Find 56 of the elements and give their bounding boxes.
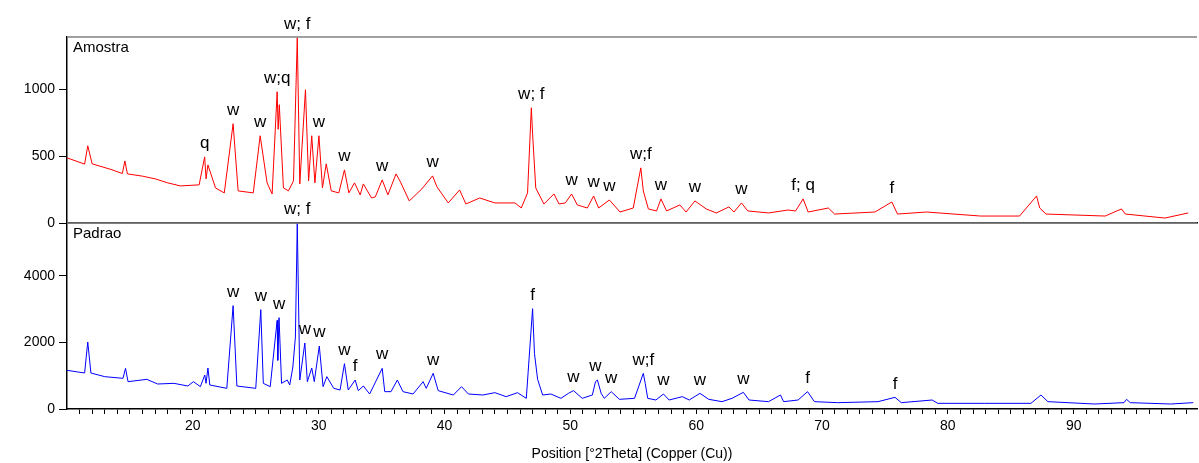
annotation: w — [297, 319, 312, 339]
annotation: w — [337, 339, 352, 359]
annotation: w — [375, 156, 390, 176]
annotation: w — [566, 366, 581, 386]
annotation: w — [253, 111, 268, 131]
annotation: w — [564, 170, 579, 190]
annotation: w — [687, 177, 702, 197]
y-tick-label: 0 — [47, 399, 56, 416]
x-tick-label: 90 — [1065, 417, 1082, 434]
x-axis-title: Position [°2Theta] (Copper (Cu)) — [531, 445, 733, 462]
annotation: w;f — [628, 144, 652, 164]
annotation: w — [734, 179, 749, 199]
annotation: w — [225, 99, 240, 119]
annotation: w — [656, 370, 671, 390]
y-tick-label: 2000 — [23, 333, 56, 350]
annotation: w — [375, 344, 390, 364]
annotation: w — [604, 367, 619, 387]
annotation: w — [311, 111, 326, 131]
annotation: w; f — [283, 13, 311, 33]
x-tick-label: 80 — [940, 417, 956, 434]
x-tick-label: 40 — [436, 417, 453, 434]
text: Amostra — [73, 37, 130, 55]
annotation: w — [312, 322, 327, 342]
annotation: f; q — [791, 175, 815, 195]
annotation: w — [586, 172, 601, 192]
annotation: f — [530, 285, 536, 305]
x-tick-label: 60 — [688, 417, 705, 434]
annotation: w — [588, 356, 603, 376]
annotation: w — [337, 146, 352, 166]
annotation: f — [889, 178, 895, 198]
y-tick-label: 1000 — [23, 80, 56, 97]
annotation: w — [602, 176, 617, 196]
x-tick-label: 30 — [310, 417, 327, 434]
annotation: w — [736, 368, 751, 388]
annotation: w; f — [283, 199, 311, 219]
annotation: w;q — [262, 67, 291, 87]
x-tick-label: 50 — [562, 417, 579, 434]
annotation: w — [253, 286, 268, 306]
annotation: w — [271, 293, 286, 313]
text: Padrao — [73, 223, 122, 241]
annotation: q — [199, 133, 210, 153]
y-tick-label: 4000 — [23, 266, 56, 283]
annotation: w — [653, 175, 668, 195]
annotation: f — [892, 373, 898, 393]
annotation: w;f — [631, 349, 655, 369]
annotation: w — [692, 369, 707, 389]
y-tick-label: 0 — [47, 213, 56, 230]
y-tick-label: 500 — [31, 146, 56, 163]
x-tick-label: 20 — [185, 417, 201, 434]
annotation: w — [426, 349, 441, 369]
annotation: w — [225, 281, 240, 301]
annotation: f — [805, 367, 811, 387]
annotation: w — [425, 152, 440, 172]
x-tick-label: 70 — [814, 417, 831, 434]
annotation: w; f — [517, 83, 545, 103]
annotation: f — [352, 356, 358, 376]
